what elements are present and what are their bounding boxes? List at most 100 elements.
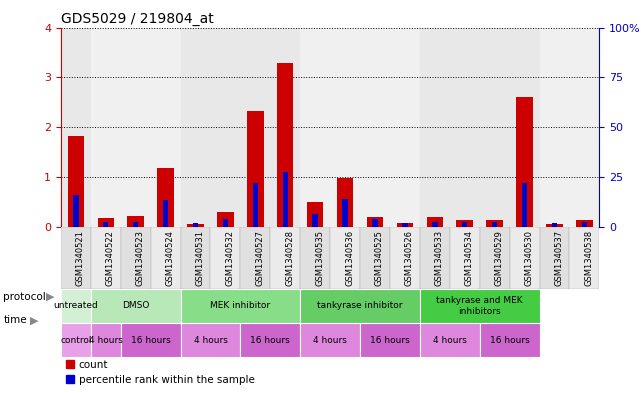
Bar <box>450 226 479 289</box>
Bar <box>61 323 91 357</box>
Bar <box>181 323 240 357</box>
Bar <box>367 217 383 226</box>
Bar <box>210 226 240 289</box>
Text: 16 hours: 16 hours <box>131 336 171 345</box>
Bar <box>432 222 438 226</box>
Text: DMSO: DMSO <box>122 301 149 310</box>
Bar <box>187 224 204 226</box>
Bar <box>427 217 443 226</box>
Bar <box>61 226 91 289</box>
Bar <box>68 136 84 226</box>
Text: 4 hours: 4 hours <box>194 336 228 345</box>
Bar <box>462 222 467 226</box>
Text: GSM1340527: GSM1340527 <box>255 230 264 286</box>
Bar <box>277 63 294 226</box>
Bar <box>420 323 479 357</box>
Text: GSM1340522: GSM1340522 <box>106 230 115 286</box>
Bar <box>121 323 181 357</box>
Bar <box>420 28 540 226</box>
Text: GSM1340530: GSM1340530 <box>524 230 533 286</box>
Bar <box>569 226 599 289</box>
Text: 4 hours: 4 hours <box>89 336 122 345</box>
Bar <box>300 28 420 226</box>
Bar <box>552 223 557 226</box>
Legend: count, percentile rank within the sample: count, percentile rank within the sample <box>66 360 254 385</box>
Bar <box>420 289 540 323</box>
Text: 4 hours: 4 hours <box>433 336 467 345</box>
Bar <box>91 226 121 289</box>
Bar <box>300 226 420 289</box>
Text: 16 hours: 16 hours <box>251 336 290 345</box>
Text: GSM1340528: GSM1340528 <box>285 230 294 286</box>
Bar <box>517 97 533 226</box>
Bar <box>492 222 497 226</box>
Text: 16 hours: 16 hours <box>370 336 410 345</box>
Bar <box>576 220 593 226</box>
Text: ▶: ▶ <box>30 315 38 325</box>
Bar <box>342 199 348 226</box>
Text: GSM1340535: GSM1340535 <box>315 230 324 286</box>
Bar <box>540 28 599 226</box>
Bar <box>91 289 181 323</box>
Bar <box>283 172 288 226</box>
Bar <box>91 28 181 226</box>
Bar <box>121 226 151 289</box>
Bar <box>540 226 599 289</box>
Text: GSM1340526: GSM1340526 <box>405 230 414 286</box>
Bar <box>181 226 300 289</box>
Text: GSM1340524: GSM1340524 <box>165 230 174 286</box>
Bar <box>222 219 228 226</box>
Bar <box>181 28 300 226</box>
Bar <box>300 323 360 357</box>
Bar <box>61 28 91 226</box>
Text: GSM1340532: GSM1340532 <box>226 230 235 286</box>
Text: GSM1340537: GSM1340537 <box>554 230 563 286</box>
Bar <box>307 202 324 226</box>
Text: GSM1340529: GSM1340529 <box>495 230 504 286</box>
Bar <box>128 216 144 226</box>
Text: GSM1340521: GSM1340521 <box>76 230 85 286</box>
Bar <box>253 183 258 226</box>
Bar <box>181 289 300 323</box>
Text: GSM1340536: GSM1340536 <box>345 230 354 286</box>
Bar <box>487 220 503 226</box>
Bar <box>247 111 263 226</box>
Bar <box>420 226 540 289</box>
Bar <box>217 211 233 226</box>
Text: tankyrase inhibitor: tankyrase inhibitor <box>317 301 403 310</box>
Bar <box>73 195 79 226</box>
Bar <box>240 323 300 357</box>
Text: GSM1340538: GSM1340538 <box>585 230 594 286</box>
Bar <box>61 226 91 289</box>
Bar <box>402 223 408 226</box>
Bar <box>133 222 138 226</box>
Bar <box>337 178 353 226</box>
Bar <box>479 226 510 289</box>
Bar <box>372 219 378 226</box>
Bar <box>300 226 330 289</box>
Bar <box>330 226 360 289</box>
Bar <box>300 289 420 323</box>
Bar <box>91 226 181 289</box>
Text: GDS5029 / 219804_at: GDS5029 / 219804_at <box>61 13 213 26</box>
Bar <box>397 223 413 226</box>
Text: GSM1340525: GSM1340525 <box>375 230 384 286</box>
Text: protocol: protocol <box>3 292 46 302</box>
Text: 16 hours: 16 hours <box>490 336 529 345</box>
Text: control: control <box>60 336 92 345</box>
Bar <box>546 224 563 226</box>
Text: GSM1340523: GSM1340523 <box>136 230 145 286</box>
Bar <box>479 323 540 357</box>
Bar <box>312 214 318 226</box>
Text: time: time <box>3 315 27 325</box>
Bar <box>181 226 210 289</box>
Bar <box>193 223 198 226</box>
Text: ▶: ▶ <box>46 292 54 302</box>
Bar <box>163 200 169 226</box>
Bar <box>540 226 569 289</box>
Text: GSM1340531: GSM1340531 <box>196 230 204 286</box>
Bar <box>360 226 390 289</box>
Bar <box>158 168 174 226</box>
Bar <box>456 220 473 226</box>
Text: untreated: untreated <box>53 301 98 310</box>
